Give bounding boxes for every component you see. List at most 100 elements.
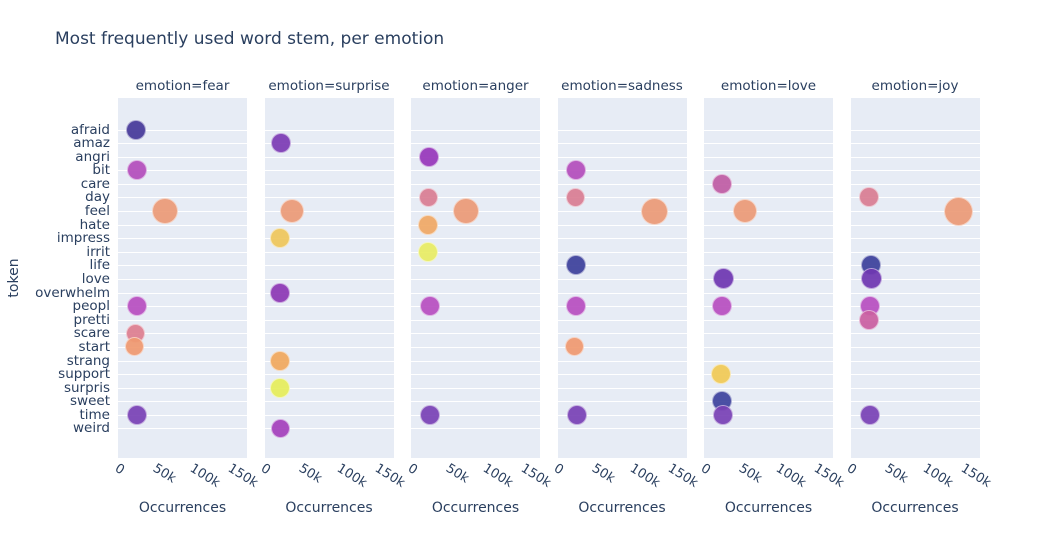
gridline [850,211,980,213]
y-tick-label-bit: bit [92,162,110,179]
gridline [557,170,687,172]
plot-area-sadness[interactable] [557,98,687,458]
gridline [118,143,247,145]
scatter-point-day[interactable] [418,187,438,207]
gridline [411,265,540,267]
scatter-point-love[interactable] [713,268,735,290]
gridline [557,401,687,403]
y-tick-label-strang: strang [66,352,110,369]
scatter-point-bit[interactable] [126,160,147,181]
x-tick-label-50k: 50k [589,461,618,487]
scatter-point-surpris[interactable] [270,377,291,398]
scatter-point-weird[interactable] [270,418,290,438]
gridline [850,183,980,185]
plot-area-fear[interactable] [118,98,247,458]
scatter-point-bit[interactable] [566,160,587,181]
scatter-point-day[interactable] [566,187,586,207]
plot-area-anger[interactable] [411,98,540,458]
gridline [411,278,540,280]
scatter-point-love[interactable] [861,268,883,290]
scatter-point-feel[interactable] [943,196,973,226]
scatter-point-peopl[interactable] [712,296,733,317]
x-axis-title: Occurrences [285,500,373,516]
scatter-point-life[interactable] [565,255,586,276]
gridline [264,265,394,267]
gridline [118,428,247,430]
gridline [264,319,394,321]
plot-area-surprise[interactable] [264,98,394,458]
scatter-point-feel[interactable] [732,199,757,224]
y-tick-label-time: time [79,406,110,423]
gridline [264,170,394,172]
scatter-point-feel[interactable] [152,198,179,225]
scatter-point-afraid[interactable] [126,119,147,140]
y-tick-label-care: care [80,175,110,192]
x-tick-label-150k: 150k [957,461,994,491]
gridline [118,292,247,294]
scatter-point-support[interactable] [710,364,731,385]
gridline [704,292,833,294]
scatter-point-hate[interactable] [418,214,439,235]
scatter-point-feel[interactable] [279,199,304,224]
y-tick-label-start: start [78,338,110,355]
gridline [557,414,687,416]
y-tick-label-hate: hate [79,216,110,233]
gridline [557,360,687,362]
gridline [704,251,833,253]
scatter-point-overwhelm[interactable] [270,282,291,303]
scatter-point-strang[interactable] [270,350,291,371]
x-axis-title: Occurrences [431,500,520,516]
plot-area-love[interactable] [704,98,833,458]
y-tick-label-peopl: peopl [72,298,110,315]
gridline [850,265,980,267]
x-tick-label-50k: 50k [149,461,178,487]
gridline [557,319,687,321]
scatter-point-start[interactable] [564,337,584,357]
gridline [557,333,687,335]
scatter-point-peopl[interactable] [419,296,440,317]
y-tick-label-weird: weird [73,420,110,437]
scatter-point-peopl[interactable] [566,296,587,317]
scatter-point-care[interactable] [712,173,733,194]
plot-area-joy[interactable] [850,98,980,458]
x-tick-label-150k: 150k [225,461,261,491]
scatter-point-amaz[interactable] [271,133,292,154]
gridline [704,156,833,158]
gridline [557,374,687,376]
gridline [557,197,687,199]
facet-title-anger: emotion=anger [422,78,529,94]
scatter-point-time[interactable] [567,404,588,425]
scatter-point-feel[interactable] [641,197,669,225]
scatter-point-peopl[interactable] [126,296,147,317]
x-tick-label-50k: 50k [442,461,471,487]
scatter-point-time[interactable] [860,404,881,425]
gridline [850,401,980,403]
gridline [118,387,247,389]
gridline [118,183,247,185]
gridline [704,374,833,376]
x-axis-title: Occurrences [871,500,959,516]
scatter-point-impress[interactable] [270,228,291,249]
scatter-point-time[interactable] [419,404,440,425]
scatter-point-time[interactable] [712,404,733,425]
scatter-point-start[interactable] [125,337,145,357]
gridline [411,143,540,145]
scatter-point-irrit[interactable] [417,241,438,262]
x-tick-label-0: 0 [111,461,127,479]
gridline [411,183,540,185]
scatter-point-pretti[interactable] [859,309,880,330]
scatter-point-time[interactable] [126,404,147,425]
gridline [264,292,394,294]
gridline [411,333,540,335]
gridline [118,251,247,253]
scatter-point-feel[interactable] [452,198,479,225]
gridline [411,156,540,158]
x-tick-label-0: 0 [844,461,860,479]
gridline [411,129,540,131]
gridline [118,211,247,213]
scatter-point-angri[interactable] [419,146,440,167]
x-tick-label-0: 0 [258,461,274,479]
scatter-point-day[interactable] [859,187,880,208]
gridline [850,387,980,389]
